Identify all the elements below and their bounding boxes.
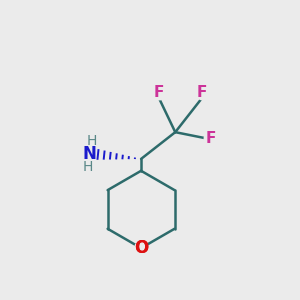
Text: F: F — [205, 130, 215, 146]
Text: F: F — [197, 85, 207, 100]
Text: O: O — [134, 239, 148, 257]
Text: F: F — [154, 85, 164, 100]
Text: N: N — [82, 146, 96, 164]
Text: O: O — [134, 239, 148, 257]
Text: H: H — [82, 160, 93, 174]
Text: H: H — [87, 134, 97, 148]
